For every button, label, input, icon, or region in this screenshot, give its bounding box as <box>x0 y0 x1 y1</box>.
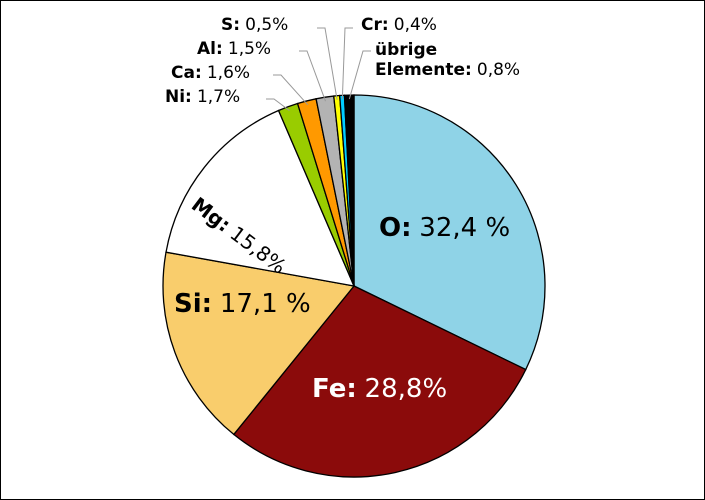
pie-slice <box>165 109 356 287</box>
value-label: 0,4% <box>393 15 437 35</box>
category-label: übrige Elemente: <box>375 40 472 80</box>
chromium-label: Cr: 0,4% <box>361 15 437 36</box>
value-label: 0,8% <box>476 59 521 80</box>
leader-line <box>299 50 326 102</box>
value-label: 32,4 % <box>419 213 511 243</box>
pie-slice <box>232 285 527 478</box>
leader-line <box>348 50 371 100</box>
iron-label: Fe: 28,8% <box>312 374 448 405</box>
leader-line <box>266 98 290 111</box>
calcium-label: Ca: 1,6% <box>171 63 251 84</box>
value-label: 17,1 % <box>219 289 311 319</box>
category-label: Al: <box>197 39 223 59</box>
category-label: Si: <box>174 289 213 319</box>
leader-line <box>317 27 338 100</box>
pie-slice <box>162 251 356 436</box>
leader-line <box>273 74 309 106</box>
other-label: übrige Elemente: 0,8% <box>375 40 535 80</box>
nickel-label: Ni: 1,7% <box>165 87 241 108</box>
value-label: 28,8% <box>364 374 448 404</box>
pie-slice <box>343 94 355 287</box>
oxygen-label: O: 32,4 % <box>379 213 511 244</box>
category-label: Cr: <box>361 15 389 35</box>
value-label: 1,6% <box>206 63 251 83</box>
value-label: 1,7% <box>196 87 241 107</box>
category-label: Ni: <box>165 87 192 107</box>
value-label: 0,5% <box>245 15 289 35</box>
value-label: 1,5% <box>227 39 272 59</box>
category-label: S: <box>221 15 241 35</box>
category-label: Fe: <box>312 374 357 404</box>
category-label: Ca: <box>171 63 202 83</box>
leader-line <box>341 27 353 100</box>
aluminium-label: Al: 1,5% <box>197 39 272 60</box>
silicon-label: Si: 17,1 % <box>174 289 311 320</box>
sulfur-label: S: 0,5% <box>221 15 289 36</box>
pie-slice <box>353 94 546 371</box>
category-label: O: <box>379 213 412 243</box>
